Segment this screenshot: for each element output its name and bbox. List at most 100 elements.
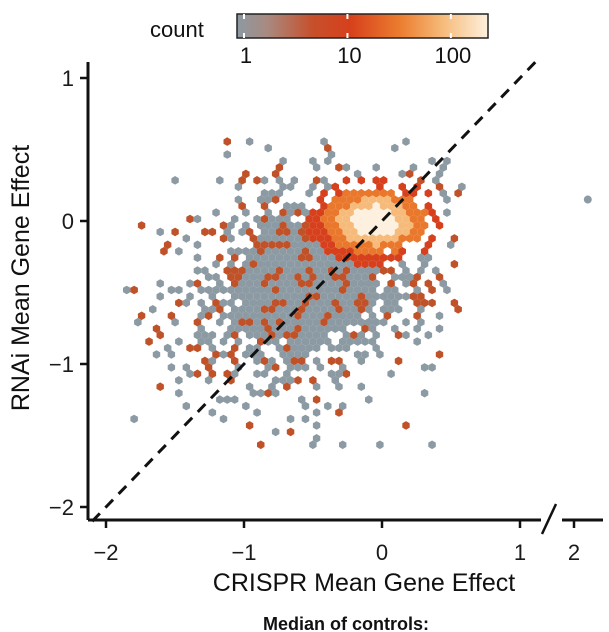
hexbin-cell [212,350,220,359]
hexbin-cell [409,163,418,172]
hexbin-cell [260,240,269,250]
hexbin-cell [357,279,365,288]
hexbin-cell [290,317,298,327]
hexbin-cell [271,195,280,204]
hexbin-cell [376,259,384,269]
hexbin-cell [406,195,414,204]
hexbin-cell [253,408,261,417]
hexbin-cell [171,317,179,327]
hexbin-cell [316,259,325,269]
hexbin-cell [231,330,239,340]
hexbin-cell [342,279,351,288]
hexbin-cell [339,363,347,372]
hexbin-cell [271,259,280,269]
hexbin-cell [286,285,295,295]
hexbin-cell [309,440,317,450]
hexbin-cell [335,201,343,211]
hexbin-cell [301,324,310,333]
x-tick-label-break: 2 [568,540,580,565]
hexbin-cell [193,330,202,340]
hexbin-cell [294,272,302,282]
hexbin-cell [361,350,369,359]
hexbin-cell [327,201,336,211]
hexbin-cell [249,272,257,282]
hexbin-cell [312,253,321,262]
hexbin-cell [409,201,418,211]
hexbin-cell [361,272,369,282]
hexbin-cell [242,272,250,282]
footer-caption: Median of controls: [263,614,429,632]
hexbin-cell [286,298,295,308]
hexbin-cell [286,247,295,256]
hexbin-cell [439,163,447,172]
hexbin-cell [275,176,284,185]
hexbin-cell [275,330,284,340]
hexbin-cell [268,214,276,224]
hexbin-cell [379,253,388,262]
hexbin-cell [312,317,321,327]
hexbin-cell [242,285,250,295]
hexbin-cell [387,292,395,301]
hexbin-cell [335,240,343,250]
y-ticks: −2 −1 0 1 [49,66,88,520]
hexbin-cell [249,388,257,398]
hexbin-cell [320,176,328,185]
hexbin-cell [387,253,395,262]
legend-tick-label: 10 [337,43,361,68]
hexbin-cell [264,285,272,295]
hexbin-cell [376,182,384,192]
hexbin-cell [283,330,291,340]
hexbin-cell [387,305,395,314]
hexbin-cell [249,285,257,295]
hexbin-cell [275,343,284,353]
hexbin-cell [320,227,328,237]
hexbin-cell [216,253,224,262]
hexbin-cell [301,401,310,411]
hexbin-cell [216,395,224,404]
hexbin-cell [286,337,295,346]
hexbin-cell [320,330,328,340]
hexbin-cell [312,330,321,340]
hexbin-cell [275,188,284,198]
hexbin-cell [253,356,261,366]
hexbin-cell [391,285,399,295]
hexbin-cell [365,188,373,198]
hexbin-cell [402,137,410,146]
hexbin-cell [372,343,380,353]
hexbin-cell [197,337,205,346]
hexbin-cell [368,285,377,295]
hexbin-cell [219,221,228,230]
hexbin-cell [339,298,347,308]
hexbin-cell [279,182,287,192]
hexbin-cell [312,408,321,417]
hexbin-cell [156,227,164,237]
hexbin-cell [290,330,298,340]
hexbin-cell [324,247,332,256]
hexbin-cell [253,305,261,314]
hexbin-cell [294,311,302,321]
hexbin-cell [376,247,384,256]
hexbin-cell [331,195,339,204]
hexbin-cell [305,330,313,340]
hexbin-cell [193,317,202,327]
x-tick-label: −2 [93,540,118,565]
hexbin-cell [212,259,220,269]
hexbin-cell [290,227,298,237]
hexbin-cell [167,350,176,359]
hexbin-cell [257,324,265,333]
hexbin-cell [219,285,228,295]
hexbin-cell [387,201,395,211]
hexbin-cell [316,272,325,282]
hexbin-cell [346,259,354,269]
legend-tick-label: 100 [435,43,472,68]
hexbin-cell [309,272,317,282]
hexbin-cell [368,208,377,217]
hexbin-cell [275,279,284,288]
hexbin-cells [123,137,466,450]
hexbin-cell [171,227,179,237]
hexbin-cell [398,247,406,256]
hexbin-cell [353,234,362,243]
hexbin-cell [406,221,414,230]
hexbin-cell [253,240,261,250]
hexbin-cell [145,337,153,346]
